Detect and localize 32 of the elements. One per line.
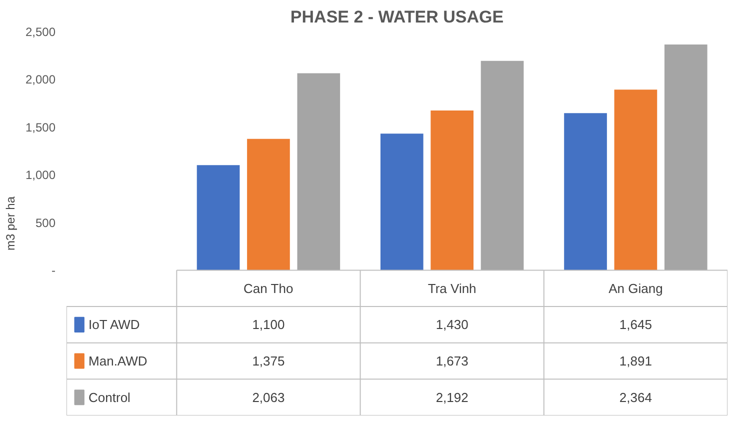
bar xyxy=(297,73,340,270)
legend-label: Man.AWD xyxy=(88,354,148,369)
y-tick-label: 500 xyxy=(35,216,56,230)
y-tick-label: 2,500 xyxy=(25,25,56,39)
x-tick-label: An Giang xyxy=(608,280,663,296)
x-tick-label: Tra Vinh xyxy=(428,280,476,296)
x-tick-label: Can Tho xyxy=(244,280,294,296)
bar xyxy=(247,138,290,270)
data-label: 2,063 xyxy=(252,390,285,405)
y-tick-label: 1,000 xyxy=(25,168,56,182)
bar xyxy=(380,134,424,270)
bar xyxy=(664,44,708,270)
y-axis-title: m3 per ha xyxy=(3,196,18,251)
data-label: 2,192 xyxy=(436,390,468,405)
data-label: 1,673 xyxy=(436,354,468,369)
data-label: 1,645 xyxy=(619,317,652,332)
y-tick-label: - xyxy=(52,264,56,278)
bar xyxy=(196,165,240,270)
bar xyxy=(614,90,658,270)
y-tick-label: 2,000 xyxy=(25,72,56,87)
bar xyxy=(564,113,607,270)
data-label: 2,364 xyxy=(619,390,652,405)
data-label: 1,430 xyxy=(436,317,468,332)
legend-label: IoT AWD xyxy=(88,317,140,332)
bar xyxy=(430,110,474,270)
data-label: 1,891 xyxy=(619,354,652,369)
y-tick-label: 1,500 xyxy=(25,120,56,134)
bar xyxy=(480,60,524,270)
legend-label: Control xyxy=(88,390,131,405)
data-label: 1,100 xyxy=(252,317,285,332)
chart-title: PHASE 2 - WATER USAGE xyxy=(290,8,504,26)
data-label: 1,375 xyxy=(252,354,285,369)
